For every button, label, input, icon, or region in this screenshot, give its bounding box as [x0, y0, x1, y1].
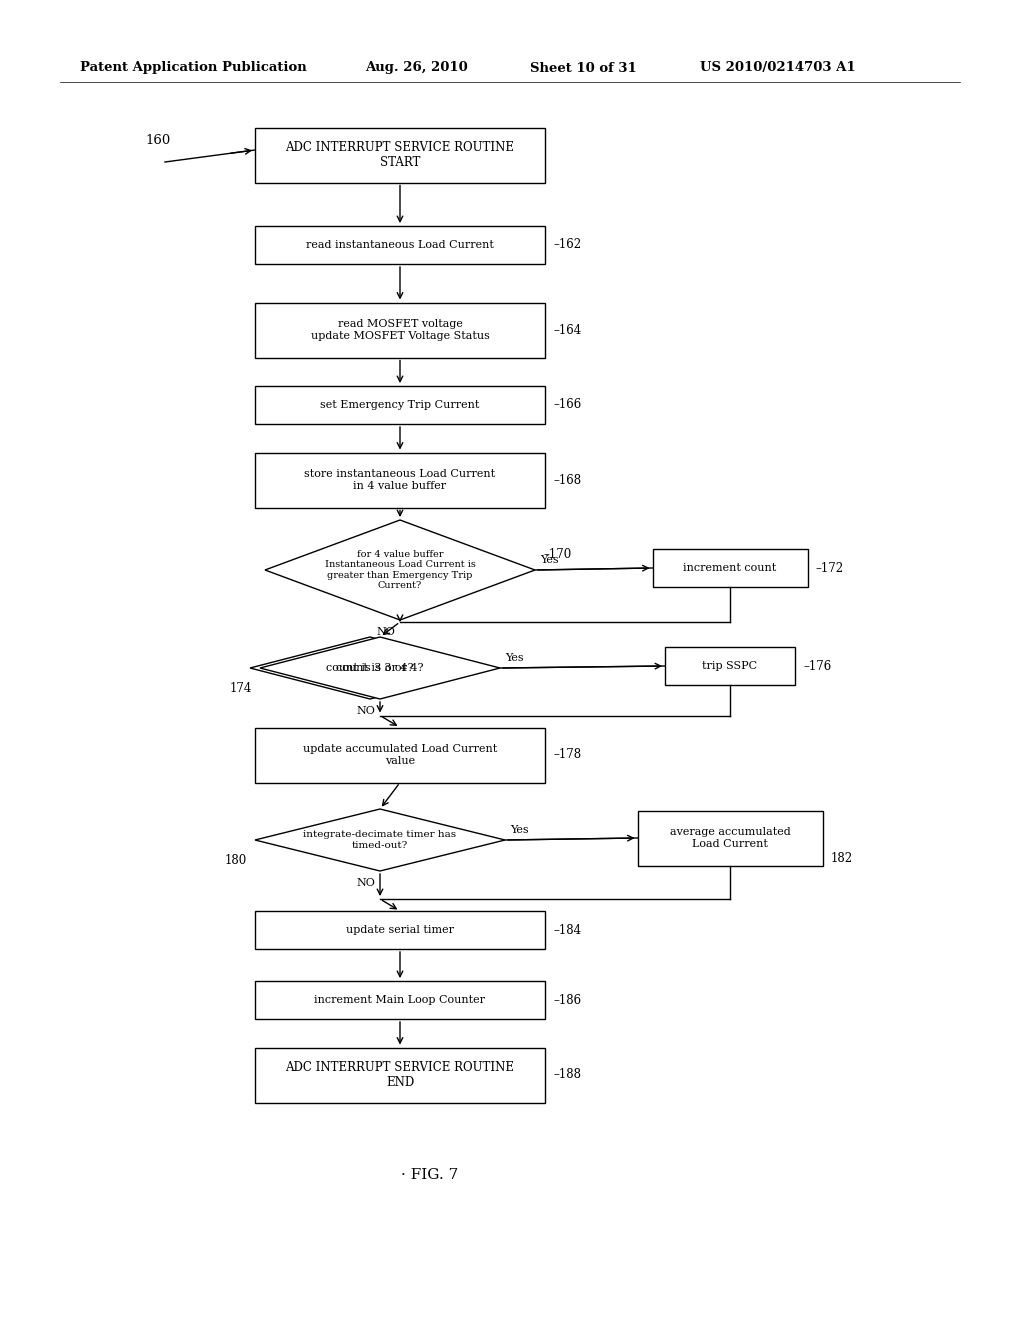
Text: integrate-decimate timer has
timed-out?: integrate-decimate timer has timed-out?: [303, 830, 457, 850]
Text: –162: –162: [553, 239, 582, 252]
Text: count is 3 or 4?: count is 3 or 4?: [327, 663, 414, 673]
FancyBboxPatch shape: [255, 302, 545, 358]
Text: NO: NO: [356, 706, 375, 715]
FancyBboxPatch shape: [665, 647, 795, 685]
Polygon shape: [260, 638, 500, 700]
Text: –184: –184: [553, 924, 582, 936]
FancyBboxPatch shape: [255, 727, 545, 783]
Text: Aug. 26, 2010: Aug. 26, 2010: [365, 62, 468, 74]
Text: trip SSPC: trip SSPC: [702, 661, 758, 671]
Text: US 2010/0214703 A1: US 2010/0214703 A1: [700, 62, 856, 74]
Text: –172: –172: [815, 561, 844, 574]
Text: store instantaneous Load Current
in 4 value buffer: store instantaneous Load Current in 4 va…: [304, 469, 496, 491]
Text: 160: 160: [145, 133, 170, 147]
FancyBboxPatch shape: [255, 453, 545, 507]
Text: for 4 value buffer
Instantaneous Load Current is
greater than Emergency Trip
Cur: for 4 value buffer Instantaneous Load Cu…: [325, 550, 475, 590]
Text: update accumulated Load Current
value: update accumulated Load Current value: [303, 744, 497, 766]
Text: set Emergency Trip Current: set Emergency Trip Current: [321, 400, 479, 411]
Polygon shape: [255, 809, 505, 871]
Text: 180: 180: [225, 854, 247, 866]
FancyBboxPatch shape: [255, 226, 545, 264]
Text: –188: –188: [553, 1068, 581, 1081]
Text: increment count: increment count: [683, 564, 776, 573]
Text: 182: 182: [830, 851, 853, 865]
FancyBboxPatch shape: [255, 385, 545, 424]
Text: –178: –178: [553, 748, 582, 762]
Text: read instantaneous Load Current: read instantaneous Load Current: [306, 240, 494, 249]
Text: –166: –166: [553, 399, 582, 412]
Text: ADC INTERRUPT SERVICE ROUTINE
START: ADC INTERRUPT SERVICE ROUTINE START: [286, 141, 514, 169]
Text: NO: NO: [376, 627, 395, 638]
Text: 174: 174: [230, 681, 252, 694]
Text: –176: –176: [803, 660, 831, 672]
FancyBboxPatch shape: [255, 981, 545, 1019]
Text: count is 3 or 4?: count is 3 or 4?: [336, 663, 424, 673]
Text: average accumulated
Load Current: average accumulated Load Current: [670, 828, 791, 849]
Text: Patent Application Publication: Patent Application Publication: [80, 62, 307, 74]
FancyBboxPatch shape: [255, 128, 545, 182]
FancyBboxPatch shape: [638, 810, 822, 866]
Text: –170: –170: [543, 549, 571, 561]
FancyBboxPatch shape: [255, 1048, 545, 1102]
Text: ADC INTERRUPT SERVICE ROUTINE
END: ADC INTERRUPT SERVICE ROUTINE END: [286, 1061, 514, 1089]
Text: Yes: Yes: [540, 554, 559, 565]
Text: Yes: Yes: [505, 653, 523, 663]
Text: update serial timer: update serial timer: [346, 925, 454, 935]
Text: –164: –164: [553, 323, 582, 337]
Polygon shape: [265, 520, 535, 620]
Text: Yes: Yes: [510, 825, 528, 836]
Text: NO: NO: [356, 878, 375, 888]
Polygon shape: [250, 638, 490, 700]
Text: –186: –186: [553, 994, 582, 1006]
Text: increment Main Loop Counter: increment Main Loop Counter: [314, 995, 485, 1005]
FancyBboxPatch shape: [652, 549, 808, 587]
Text: Sheet 10 of 31: Sheet 10 of 31: [530, 62, 637, 74]
Text: –168: –168: [553, 474, 582, 487]
Text: read MOSFET voltage
update MOSFET Voltage Status: read MOSFET voltage update MOSFET Voltag…: [310, 319, 489, 341]
Text: · FIG. 7: · FIG. 7: [401, 1168, 459, 1181]
FancyBboxPatch shape: [255, 911, 545, 949]
